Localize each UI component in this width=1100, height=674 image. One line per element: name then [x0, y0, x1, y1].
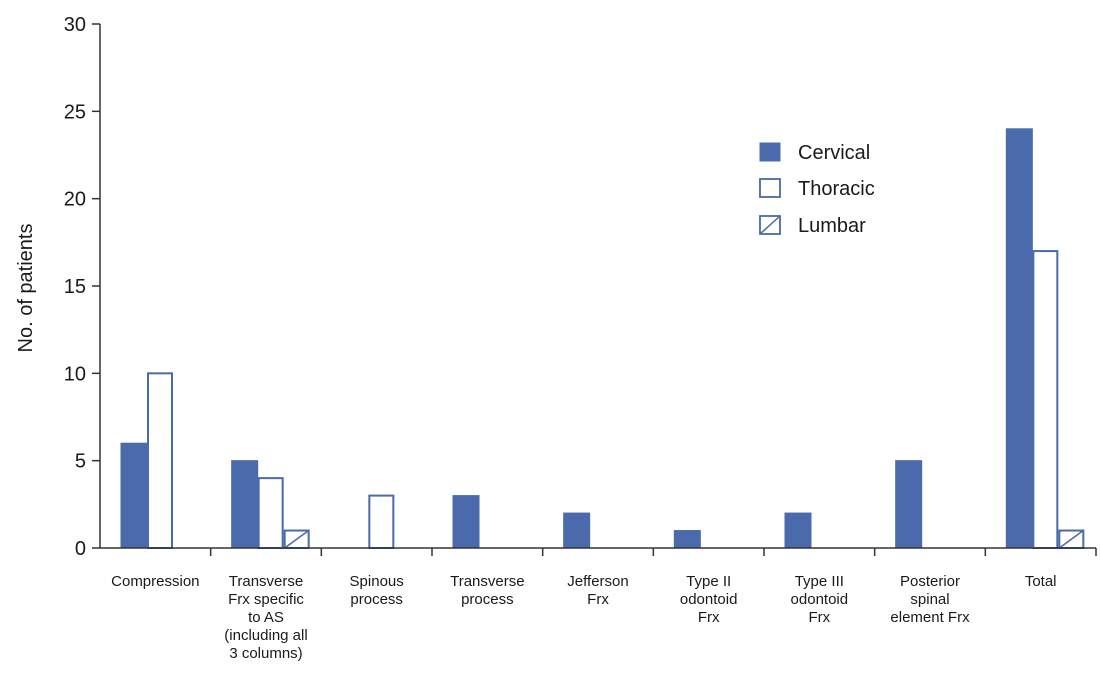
x-tick-label: Type II odontoid Frx	[680, 573, 738, 626]
bar-cervical-2	[231, 460, 259, 549]
bar-thoracic-1	[147, 372, 173, 550]
y-tick-label: 15	[64, 276, 86, 298]
legend-swatch	[759, 178, 781, 198]
x-tick-label: Jefferson Frx	[567, 573, 628, 608]
bar-thoracic-2	[257, 477, 284, 549]
legend-label: Thoracic	[798, 178, 875, 200]
legend: Cervical Thoracic Lumbar	[759, 142, 875, 237]
y-tick-label: 20	[64, 189, 86, 211]
legend-label: Cervical	[798, 142, 870, 164]
bar-thoracic-9	[1032, 250, 1059, 549]
x-tick-label: Spinous process	[350, 573, 404, 608]
x-tick-label: Transverse Frx specific to AS (including al…	[224, 573, 307, 662]
bar-cervical-8	[895, 460, 923, 549]
y-axis-label: No. of patients	[15, 224, 37, 353]
bar-cervical-7	[784, 512, 812, 549]
y-tick-label: 30	[64, 14, 86, 36]
y-tick-label: 25	[64, 101, 86, 123]
x-tick-label: Type III odontoid Frx	[791, 573, 849, 626]
legend-item-lumbar: Lumbar	[759, 215, 866, 237]
legend-swatch	[759, 142, 781, 162]
y-tick-label: 10	[64, 363, 86, 385]
bar-cervical-4	[452, 495, 480, 549]
legend-item-cervical: Cervical	[759, 142, 870, 164]
bar-cervical-1	[120, 442, 148, 549]
legend-swatch	[759, 215, 781, 235]
axes: 0 5 10 15 20 25 30 Compression Transverse Frx spe…	[64, 14, 1097, 662]
bar-lumbar-2	[283, 529, 310, 549]
bar-cervical-5	[563, 512, 591, 549]
x-tick-label: Posterior spinal element Frx	[890, 573, 970, 626]
y-tick-label: 5	[75, 451, 86, 473]
x-tick-label: Compression	[111, 573, 199, 590]
plot-area	[120, 128, 1085, 550]
x-tick-label: Total	[1025, 573, 1057, 590]
y-tick-label: 0	[75, 538, 86, 560]
bar-thoracic-3	[368, 494, 395, 550]
legend-label: Lumbar	[798, 215, 866, 237]
x-tick-label: Transverse process	[450, 573, 524, 608]
legend-item-thoracic: Thoracic	[759, 178, 875, 200]
bar-cervical-9	[1005, 128, 1033, 549]
bar-lumbar-9	[1058, 529, 1085, 549]
bar-cervical-6	[673, 530, 701, 549]
